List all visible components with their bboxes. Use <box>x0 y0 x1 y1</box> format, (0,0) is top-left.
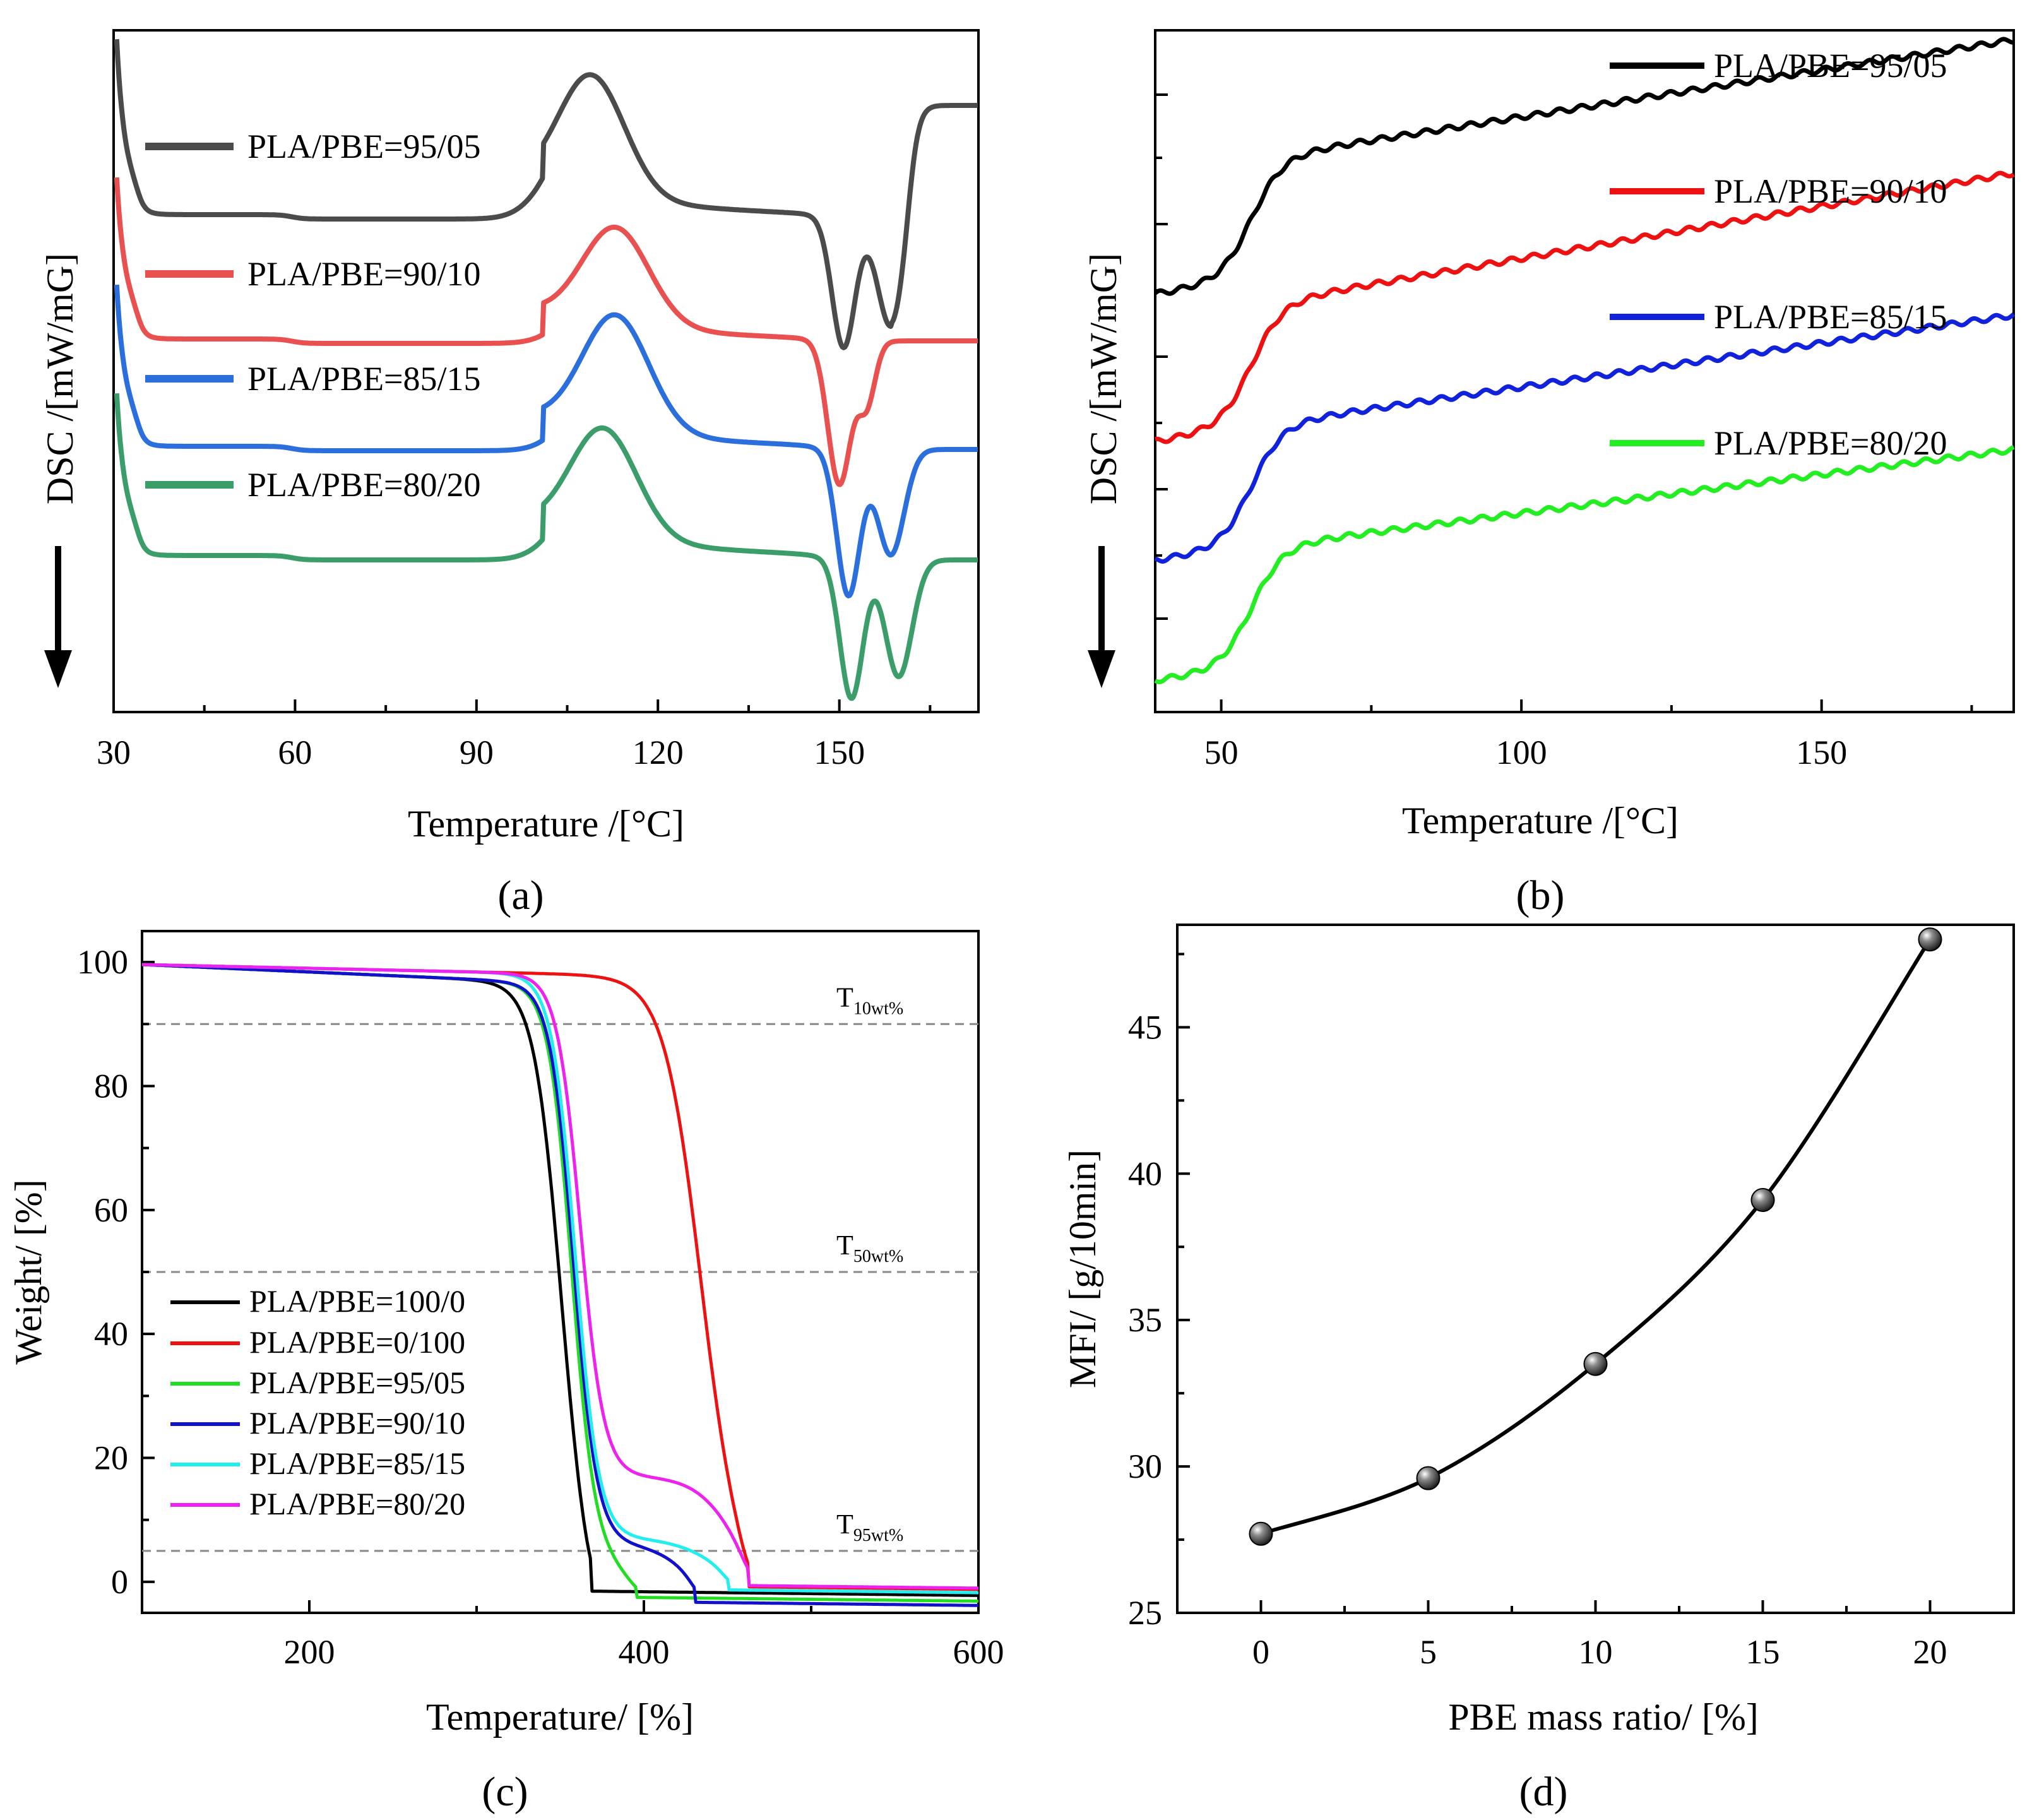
d-line <box>1260 938 1932 1536</box>
d-y-tick-label-3: 40 <box>1128 1155 1162 1192</box>
a-curve-3 <box>114 284 980 598</box>
panel-d-y-label: MFI/ [g/10min] <box>1062 1150 1103 1388</box>
panel-a-x-label: Temperature /[°C] <box>408 803 684 845</box>
legend-a-label-4: PLA/PBE=80/20 <box>247 466 481 504</box>
c-y-tick-label-5: 100 <box>77 943 128 981</box>
panel-c-tag: (c) <box>482 1769 528 1815</box>
panel-b-x-label: Temperature /[°C] <box>1402 800 1679 841</box>
panel-b: 50 100 150 PLA/PBE=95/05 PLA/PBE=90/10 PLA… <box>1083 29 2016 918</box>
a-x-tick-label-3: 120 <box>633 734 684 771</box>
d-x-tick-label-3: 15 <box>1746 1633 1780 1671</box>
panel-c: T10wt% T50wt% T95wt% 200 400 600 0 20 40 60 80 100… <box>8 930 1004 1815</box>
legend-a-label-2: PLA/PBE=90/10 <box>247 255 481 293</box>
panel-a-legend: PLA/PBE=95/05 PLA/PBE=90/10 PLA/PBE=85/1… <box>145 128 481 504</box>
b-curve-4 <box>1154 445 2015 684</box>
panel-c-ticks: 200 400 600 0 20 40 60 80 100 <box>77 943 1004 1671</box>
d-y-tick-label-2: 35 <box>1128 1301 1162 1339</box>
a-curve-2 <box>114 177 980 487</box>
c-y-tick-label-2: 40 <box>94 1315 128 1353</box>
legend-b-label-1: PLA/PBE=95/05 <box>1714 47 1947 85</box>
b-curve-3 <box>1154 312 2016 564</box>
d-y-tick-label-0: 25 <box>1128 1594 1162 1632</box>
panel-b-y-label: DSC /[mW/mG] <box>1083 253 1124 504</box>
d-point-2 <box>1583 1352 1608 1376</box>
panel-d: 0 5 10 15 20 25 30 35 40 45 MFI/ [g/10min] PBE ma… <box>1062 924 2015 1815</box>
panel-a-frame <box>112 29 980 713</box>
panel-d-curve <box>1249 927 1942 1546</box>
panel-d-tag: (d) <box>1519 1769 1568 1815</box>
panel-b-legend: PLA/PBE=95/05 PLA/PBE=90/10 PLA/PBE=85/1… <box>1610 47 1947 462</box>
legend-c-label-2: PLA/PBE=0/100 <box>249 1324 465 1360</box>
panel-a-y-label: DSC /[mW/mG] <box>39 253 81 504</box>
legend-c-label-6: PLA/PBE=80/20 <box>249 1486 465 1521</box>
c-y-tick-label-1: 20 <box>94 1439 128 1477</box>
a-curve-4 <box>114 393 980 701</box>
a-x-tick-label-2: 90 <box>460 734 494 771</box>
c-ref-label-0: T10wt% <box>836 982 903 1018</box>
panel-b-ticks: 50 100 150 <box>1155 93 1973 771</box>
b-x-tick-label-0: 50 <box>1204 734 1239 771</box>
legend-a-label-1: PLA/PBE=95/05 <box>247 128 481 165</box>
legend-c-label-4: PLA/PBE=90/10 <box>249 1405 465 1441</box>
b-curve-2 <box>1154 170 2015 444</box>
c-ref-label-2: T95wt% <box>836 1509 903 1545</box>
d-point-1 <box>1416 1466 1441 1490</box>
legend-a-label-3: PLA/PBE=85/15 <box>247 360 481 398</box>
panel-a: 30 60 90 120 150 PLA/PBE=95/05 PLA/PBE=90/10… <box>39 29 980 918</box>
panel-a-x-ticks: 30 60 90 120 150 <box>97 699 932 771</box>
d-point-0 <box>1249 1521 1273 1546</box>
d-x-tick-label-0: 0 <box>1252 1633 1269 1671</box>
legend-b-label-4: PLA/PBE=80/20 <box>1714 424 1947 462</box>
a-x-tick-label-4: 150 <box>814 734 865 771</box>
panel-b-curves <box>1153 37 2016 684</box>
d-point-4 <box>1918 927 1942 952</box>
panel-c-reference-lines: T10wt% T50wt% T95wt% <box>142 982 978 1552</box>
b-x-tick-label-1: 100 <box>1496 734 1547 771</box>
panel-c-legend: PLA/PBE=100/0 PLA/PBE=0/100 PLA/PBE=95/0… <box>170 1283 465 1521</box>
d-x-tick-label-4: 20 <box>1913 1633 1947 1671</box>
panel-c-y-label: Weight/ [%] <box>8 1179 49 1364</box>
a-x-tick-label-0: 30 <box>97 734 131 771</box>
legend-c-label-5: PLA/PBE=85/15 <box>249 1446 465 1481</box>
c-y-tick-label-3: 60 <box>94 1191 128 1229</box>
panel-d-x-label: PBE mass ratio/ [%] <box>1448 1696 1759 1738</box>
c-curve-4 <box>141 963 978 1607</box>
panel-d-frame <box>1176 924 2015 1614</box>
d-x-tick-label-1: 5 <box>1420 1633 1437 1671</box>
d-x-tick-label-2: 10 <box>1579 1633 1613 1671</box>
c-y-tick-label-4: 80 <box>94 1067 128 1105</box>
c-x-tick-label-1: 400 <box>619 1633 670 1671</box>
legend-c-label-1: PLA/PBE=100/0 <box>249 1283 465 1319</box>
panel-b-tag: (b) <box>1516 872 1565 918</box>
c-y-tick-label-0: 0 <box>111 1563 128 1601</box>
panel-b-frame <box>1154 29 2015 713</box>
c-x-tick-label-2: 600 <box>953 1633 1004 1671</box>
c-ref-label-1: T50wt% <box>836 1230 903 1266</box>
d-y-tick-label-1: 30 <box>1128 1447 1162 1485</box>
d-point-3 <box>1750 1188 1775 1212</box>
panel-d-ticks: 0 5 10 15 20 25 30 35 40 45 <box>1128 953 1947 1671</box>
legend-c-label-3: PLA/PBE=95/05 <box>249 1365 465 1400</box>
panel-a-y-arrow <box>44 546 72 688</box>
panel-a-tag: (a) <box>497 872 544 918</box>
c-curve-6 <box>141 963 979 1590</box>
c-x-tick-label-0: 200 <box>284 1633 335 1671</box>
panel-c-x-label: Temperature/ [%] <box>426 1696 694 1738</box>
panel-c-curves <box>141 963 979 1607</box>
d-y-tick-label-4: 45 <box>1128 1008 1162 1046</box>
panel-b-y-arrow <box>1088 546 1115 688</box>
b-curve-1 <box>1153 37 2015 296</box>
a-curve-1 <box>114 39 980 350</box>
panel-a-curves <box>114 39 980 701</box>
legend-b-label-2: PLA/PBE=90/10 <box>1714 172 1947 210</box>
legend-b-label-3: PLA/PBE=85/15 <box>1714 298 1947 336</box>
a-x-tick-label-1: 60 <box>278 734 312 771</box>
b-x-tick-label-2: 150 <box>1796 734 1847 771</box>
